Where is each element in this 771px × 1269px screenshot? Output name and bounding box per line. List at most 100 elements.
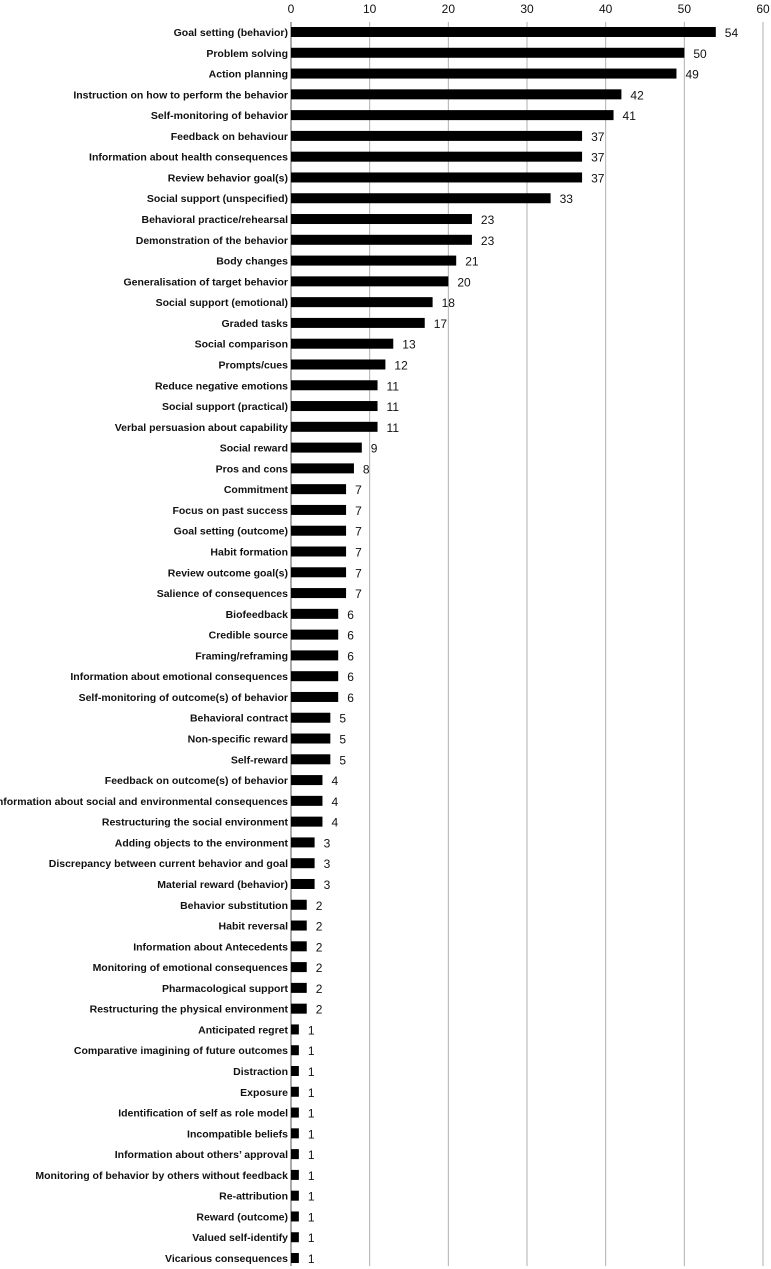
value-label: 6 bbox=[347, 649, 354, 663]
category-label: Comparative imagining of future outcomes bbox=[74, 1045, 288, 1057]
value-label: 2 bbox=[316, 961, 323, 975]
bar bbox=[291, 1086, 299, 1097]
bar bbox=[291, 733, 331, 744]
value-label: 23 bbox=[481, 234, 495, 248]
bar bbox=[291, 317, 425, 328]
category-label: Restructuring the social environment bbox=[102, 817, 289, 829]
bar bbox=[291, 130, 583, 141]
bar bbox=[291, 1169, 299, 1180]
bar bbox=[291, 1107, 299, 1118]
value-label: 1 bbox=[308, 1107, 315, 1121]
x-tick-label: 0 bbox=[288, 2, 295, 16]
category-label: Incompatible beliefs bbox=[187, 1128, 288, 1140]
value-label: 11 bbox=[387, 400, 400, 414]
value-label: 42 bbox=[630, 88, 644, 102]
value-label: 6 bbox=[347, 691, 354, 705]
bar bbox=[291, 1024, 299, 1035]
category-label: Anticipated regret bbox=[198, 1024, 288, 1036]
bar bbox=[291, 691, 339, 702]
category-label: Information about others’ approval bbox=[115, 1149, 288, 1161]
category-label: Behavioral practice/rehearsal bbox=[142, 214, 289, 226]
value-label: 2 bbox=[316, 982, 323, 996]
category-label: Reward (outcome) bbox=[196, 1211, 288, 1223]
bar bbox=[291, 1066, 299, 1076]
bar bbox=[291, 255, 457, 266]
value-label: 3 bbox=[324, 857, 331, 871]
category-label: Behavior substitution bbox=[180, 900, 288, 912]
value-label: 23 bbox=[481, 213, 495, 227]
category-label: Graded tasks bbox=[221, 318, 288, 330]
bar bbox=[291, 567, 347, 578]
value-label: 1 bbox=[308, 1169, 315, 1183]
bar bbox=[291, 712, 331, 723]
value-label: 18 bbox=[442, 296, 456, 310]
category-label: Valued self-identify bbox=[192, 1232, 288, 1244]
category-label: Information about Antecedents bbox=[133, 941, 288, 953]
bar bbox=[291, 588, 347, 599]
value-label: 50 bbox=[693, 47, 707, 61]
bar bbox=[291, 920, 307, 931]
category-label: Exposure bbox=[240, 1087, 288, 1099]
category-label: Focus on past success bbox=[172, 505, 288, 517]
bar bbox=[291, 775, 323, 786]
category-label: Goal setting (outcome) bbox=[174, 526, 288, 538]
value-label: 1 bbox=[308, 1148, 315, 1162]
bar bbox=[291, 608, 339, 619]
value-label: 1 bbox=[308, 1044, 315, 1058]
value-label: 11 bbox=[387, 379, 400, 393]
category-label: Habit formation bbox=[210, 547, 288, 559]
category-label: Social support (emotional) bbox=[156, 297, 288, 309]
category-labels: Goal setting (behavior) Problem solving Ac… bbox=[0, 27, 289, 1265]
x-tick-label: 20 bbox=[442, 2, 456, 16]
category-label: Credible source bbox=[209, 630, 289, 642]
bar bbox=[291, 1045, 299, 1056]
category-label: Information about emotional consequences bbox=[70, 671, 288, 683]
bar bbox=[291, 795, 323, 806]
bar bbox=[291, 1190, 299, 1201]
x-tick-label: 50 bbox=[678, 2, 692, 16]
category-label: Self-monitoring of behavior bbox=[151, 110, 288, 122]
bar bbox=[291, 754, 331, 765]
category-label: Pharmacological support bbox=[162, 983, 289, 995]
category-label: Action planning bbox=[209, 69, 288, 81]
value-label: 1 bbox=[308, 1086, 315, 1100]
category-label: Self-monitoring of outcome(s) of behavio… bbox=[79, 692, 288, 704]
category-label: Behavioral contract bbox=[190, 713, 289, 725]
value-label: 1 bbox=[308, 1210, 315, 1224]
value-label: 1 bbox=[308, 1127, 315, 1141]
value-labels: 5450494241373737332323212018171312111111… bbox=[308, 26, 739, 1266]
value-label: 7 bbox=[355, 504, 362, 518]
category-label: Self-reward bbox=[231, 754, 288, 766]
value-label: 3 bbox=[324, 836, 331, 850]
bar bbox=[291, 1232, 299, 1243]
category-label: Identification of self as role model bbox=[118, 1108, 288, 1120]
category-label: Monitoring of behavior by others without… bbox=[35, 1170, 288, 1182]
value-label: 9 bbox=[371, 442, 378, 456]
category-label: Habit reversal bbox=[219, 921, 289, 933]
value-label: 7 bbox=[355, 566, 362, 580]
category-label: Social reward bbox=[220, 443, 288, 455]
category-label: Re-attribution bbox=[219, 1191, 288, 1203]
value-label: 17 bbox=[434, 317, 448, 331]
value-label: 33 bbox=[560, 192, 574, 206]
category-label: Salience of consequences bbox=[157, 588, 288, 600]
bar bbox=[291, 525, 347, 536]
category-label: Review outcome goal(s) bbox=[168, 567, 288, 579]
category-label: Monitoring of emotional consequences bbox=[93, 962, 289, 974]
bar bbox=[291, 1211, 299, 1222]
bar bbox=[291, 484, 347, 495]
bar bbox=[291, 193, 551, 204]
category-label: Framing/reframing bbox=[195, 650, 288, 662]
bar bbox=[291, 1128, 299, 1139]
x-axis-ticks: 0 10 20 30 40 50 60 bbox=[288, 2, 770, 16]
value-label: 7 bbox=[355, 587, 362, 601]
bar bbox=[291, 982, 307, 993]
value-label: 1 bbox=[308, 1252, 315, 1266]
bar bbox=[291, 463, 354, 474]
category-label: Feedback on behaviour bbox=[171, 131, 288, 143]
bar bbox=[291, 546, 347, 557]
value-label: 2 bbox=[316, 940, 323, 954]
category-label: Verbal persuasion about capability bbox=[115, 422, 288, 434]
category-label: Problem solving bbox=[206, 48, 288, 60]
